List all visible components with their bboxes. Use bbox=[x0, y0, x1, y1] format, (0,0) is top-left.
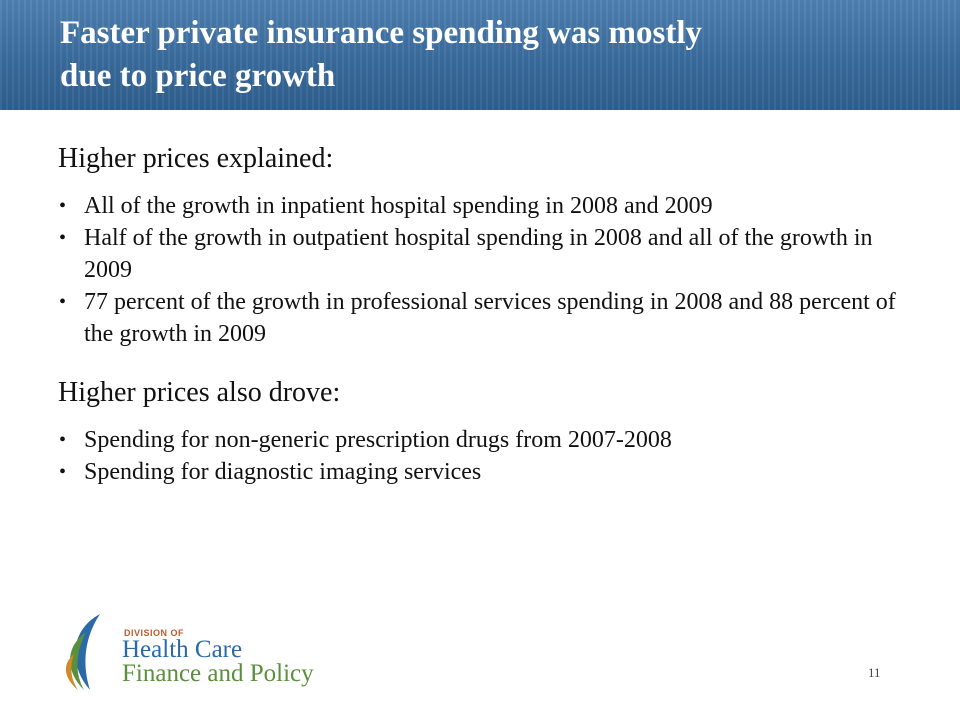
bullet-glyph: • bbox=[59, 291, 67, 313]
bullet-text: Spending for diagnostic imaging services bbox=[84, 459, 482, 485]
section-heading: Higher prices also drove: bbox=[58, 377, 341, 408]
slide-body: Higher prices explained: • All of the gro… bbox=[58, 142, 918, 488]
section-prices-drove: Higher prices also drove: • Spending for … bbox=[58, 376, 918, 488]
bullet-item: • Spending for non-generic prescription d… bbox=[58, 424, 918, 456]
bullet-glyph: • bbox=[59, 227, 67, 249]
slide-title-line1: Faster private insurance spending was mo… bbox=[60, 15, 702, 51]
bullet-list: • All of the growth in inpatient hospital… bbox=[58, 190, 918, 350]
logo-mark-icon bbox=[65, 614, 100, 690]
title-banner: Faster private insurance spending was mo… bbox=[0, 0, 960, 110]
logo-division-text: DIVISION OF bbox=[124, 628, 185, 638]
slide-title: Faster private insurance spending was mo… bbox=[60, 12, 920, 98]
section-prices-explained: Higher prices explained: • All of the gro… bbox=[58, 142, 918, 350]
bullet-glyph: • bbox=[59, 461, 67, 483]
bullet-list: • Spending for non-generic prescription d… bbox=[58, 424, 918, 488]
organization-logo: DIVISION OF Health Care Finance and Poli… bbox=[60, 610, 320, 694]
bullet-item: • All of the growth in inpatient hospital… bbox=[58, 190, 918, 222]
page-number: 11 bbox=[868, 665, 881, 680]
slide-title-line2: due to price growth bbox=[60, 58, 336, 94]
bullet-text: 77 percent of the growth in professional… bbox=[84, 289, 896, 347]
bullet-item: • 77 percent of the growth in professiona… bbox=[58, 286, 918, 350]
section-heading: Higher prices explained: bbox=[58, 143, 334, 174]
logo-text-line2: Finance and Policy bbox=[122, 660, 314, 687]
bullet-text: Half of the growth in outpatient hospita… bbox=[84, 225, 873, 283]
bullet-text: All of the growth in inpatient hospital … bbox=[84, 193, 713, 219]
banner-texture bbox=[0, 0, 960, 110]
bullet-glyph: • bbox=[59, 195, 67, 217]
bullet-item: • Spending for diagnostic imaging service… bbox=[58, 456, 918, 488]
bullet-item: • Half of the growth in outpatient hospit… bbox=[58, 222, 918, 286]
bullet-glyph: • bbox=[59, 429, 67, 451]
logo-text-line1: Health Care bbox=[122, 636, 243, 663]
bullet-text: Spending for non-generic prescription dr… bbox=[84, 427, 672, 453]
